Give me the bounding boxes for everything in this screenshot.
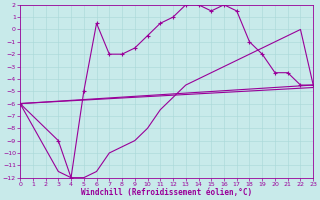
X-axis label: Windchill (Refroidissement éolien,°C): Windchill (Refroidissement éolien,°C): [81, 188, 252, 197]
